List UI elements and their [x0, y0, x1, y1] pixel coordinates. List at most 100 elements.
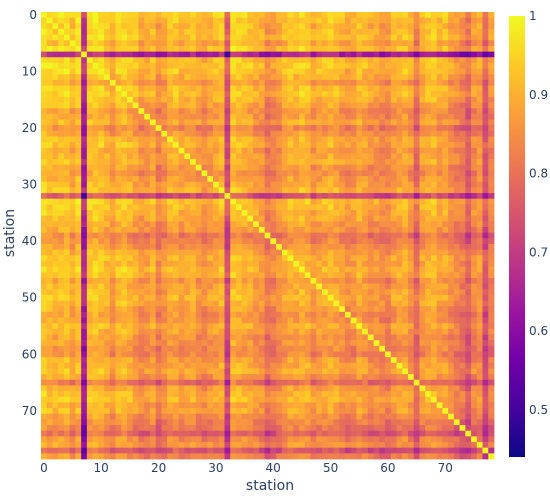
heatmap-cell [304, 362, 311, 369]
heatmap-cell [241, 198, 248, 205]
heatmap-cell [178, 45, 185, 53]
heatmap-cell [379, 255, 386, 262]
heatmap-cell [425, 34, 432, 41]
heatmap-cell [327, 51, 334, 58]
heatmap-cell [350, 311, 357, 318]
heatmap-cell [253, 317, 260, 324]
heatmap-cell [104, 215, 111, 222]
heatmap-cell [86, 34, 93, 41]
heatmap-cell [253, 40, 260, 47]
heatmap-cell [41, 113, 48, 120]
heatmap-cell [402, 113, 409, 120]
heatmap-cell [430, 159, 438, 166]
heatmap-cell [476, 108, 483, 115]
heatmap-cell [373, 40, 380, 47]
heatmap-cell [247, 204, 254, 211]
heatmap-cell [247, 334, 254, 341]
heatmap-cell [430, 277, 438, 284]
heatmap-cell [184, 210, 191, 217]
heatmap-cell [264, 142, 271, 149]
heatmap-cell [201, 249, 208, 256]
heatmap-cell [258, 130, 266, 137]
heatmap-cell [92, 317, 99, 324]
heatmap-cell [430, 85, 438, 92]
heatmap-cell [86, 362, 93, 369]
heatmap-cell [436, 198, 443, 205]
heatmap-cell [41, 249, 48, 256]
heatmap-cell [321, 142, 329, 149]
heatmap-cell [213, 266, 220, 273]
heatmap-cell [52, 204, 59, 211]
heatmap-cell [195, 215, 202, 222]
heatmap-cell [98, 159, 105, 166]
heatmap-cell [488, 74, 495, 81]
heatmap-cell [373, 306, 380, 313]
heatmap-cell [41, 260, 48, 268]
heatmap-cell [230, 232, 237, 239]
heatmap-cell [63, 34, 71, 41]
heatmap-cell [253, 119, 260, 126]
heatmap-cell [287, 277, 294, 284]
heatmap-cell [247, 357, 254, 364]
heatmap-cell [482, 91, 489, 98]
heatmap-cell [213, 215, 220, 222]
heatmap-cell [471, 136, 478, 143]
heatmap-cell [333, 17, 340, 24]
heatmap-cell [190, 266, 197, 273]
heatmap-cell [138, 187, 145, 194]
heatmap-cell [281, 362, 288, 369]
heatmap-cell [81, 357, 88, 364]
heatmap-cell [109, 62, 116, 69]
heatmap-cell [471, 153, 478, 160]
heatmap-cell [442, 210, 449, 217]
heatmap-cell [299, 96, 306, 103]
heatmap-cell [41, 159, 48, 166]
heatmap-cell [109, 317, 116, 324]
heatmap-cell [172, 221, 180, 228]
heatmap-cell [425, 300, 432, 307]
heatmap-cell [104, 340, 111, 347]
heatmap-cell [190, 227, 197, 234]
heatmap-cell [115, 130, 122, 137]
heatmap-cell [465, 130, 472, 137]
heatmap-cell [69, 51, 76, 58]
heatmap-cell [115, 153, 122, 160]
heatmap-cell [488, 181, 495, 188]
heatmap-cell [442, 294, 449, 301]
heatmap-cell [287, 334, 294, 341]
heatmap-cell [316, 17, 323, 24]
heatmap-cell [425, 340, 432, 347]
heatmap-cell [247, 136, 254, 143]
heatmap-cell [373, 272, 380, 279]
heatmap-cell [321, 210, 329, 217]
heatmap-cell [63, 283, 71, 290]
heatmap-cell [459, 147, 466, 154]
heatmap-cell [190, 85, 197, 92]
heatmap-cell [52, 119, 59, 126]
heatmap-cell [448, 311, 455, 318]
heatmap-cell [81, 57, 88, 64]
heatmap-cell [235, 159, 243, 166]
heatmap-cell [327, 345, 334, 352]
heatmap-cell [92, 51, 99, 58]
heatmap-cell [448, 12, 455, 19]
heatmap-cell [310, 136, 317, 143]
heatmap-cell [385, 249, 392, 256]
heatmap-cell [121, 187, 128, 194]
heatmap-cell [448, 232, 455, 239]
heatmap-cell [224, 272, 231, 279]
heatmap-cell [385, 136, 392, 143]
heatmap-cell [390, 204, 397, 211]
heatmap-cell [281, 136, 288, 143]
heatmap-cell [41, 147, 48, 154]
heatmap-cell [144, 153, 151, 160]
heatmap-cell [413, 181, 420, 188]
heatmap-cell [316, 345, 323, 352]
heatmap-cell [218, 345, 225, 352]
heatmap-cell [482, 181, 489, 188]
heatmap-cell [385, 164, 392, 171]
heatmap-cell [207, 159, 214, 166]
heatmap-cell [52, 328, 59, 335]
heatmap-cell [63, 277, 71, 284]
heatmap-cell [235, 345, 243, 352]
